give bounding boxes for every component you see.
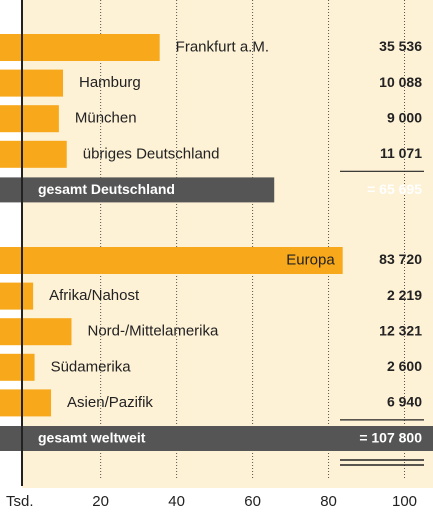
category-label: München	[75, 110, 137, 127]
x-tick-label: 20	[92, 493, 109, 510]
value-label: 83 720	[379, 251, 422, 267]
category-label: Afrika/Nahost	[49, 287, 140, 304]
bar	[0, 105, 59, 133]
x-axis-label: Tsd.	[6, 493, 34, 510]
value-label: 2 600	[387, 358, 422, 374]
total-label: gesamt weltweit	[38, 430, 146, 446]
category-label: Europa	[286, 251, 335, 268]
value-label: 11 071	[380, 145, 422, 161]
bar	[0, 353, 35, 381]
background	[22, 0, 433, 488]
x-tick-label: 40	[168, 493, 185, 510]
category-label: Asien/Pazifik	[67, 394, 153, 411]
value-label: 35 536	[379, 38, 422, 54]
category-label: Südamerika	[51, 358, 132, 375]
category-label: Hamburg	[79, 74, 141, 91]
total-bar	[0, 426, 433, 451]
total-value: = 107 800	[359, 430, 422, 446]
bar	[0, 318, 72, 346]
x-tick-label: 100	[392, 493, 417, 510]
category-label: übriges Deutschland	[83, 145, 220, 162]
bar	[0, 140, 67, 168]
bar	[0, 247, 343, 274]
x-tick-label: 60	[244, 493, 261, 510]
category-label: Nord-/Mittelamerika	[87, 323, 219, 340]
value-label: 10 088	[379, 74, 422, 90]
bar	[0, 69, 64, 97]
total-value: = 65 695	[367, 181, 422, 197]
total-bar	[0, 177, 275, 203]
bar	[0, 389, 52, 417]
value-label: 12 321	[379, 322, 422, 338]
bar	[0, 34, 160, 61]
value-label: 6 940	[387, 394, 422, 410]
bar	[0, 282, 34, 310]
value-label: 2 219	[387, 287, 422, 303]
x-tick-label: 80	[320, 493, 337, 510]
value-label: 9 000	[387, 109, 422, 125]
category-label: Frankfurt a.M.	[176, 38, 269, 55]
total-label: gesamt Deutschland	[38, 181, 175, 197]
